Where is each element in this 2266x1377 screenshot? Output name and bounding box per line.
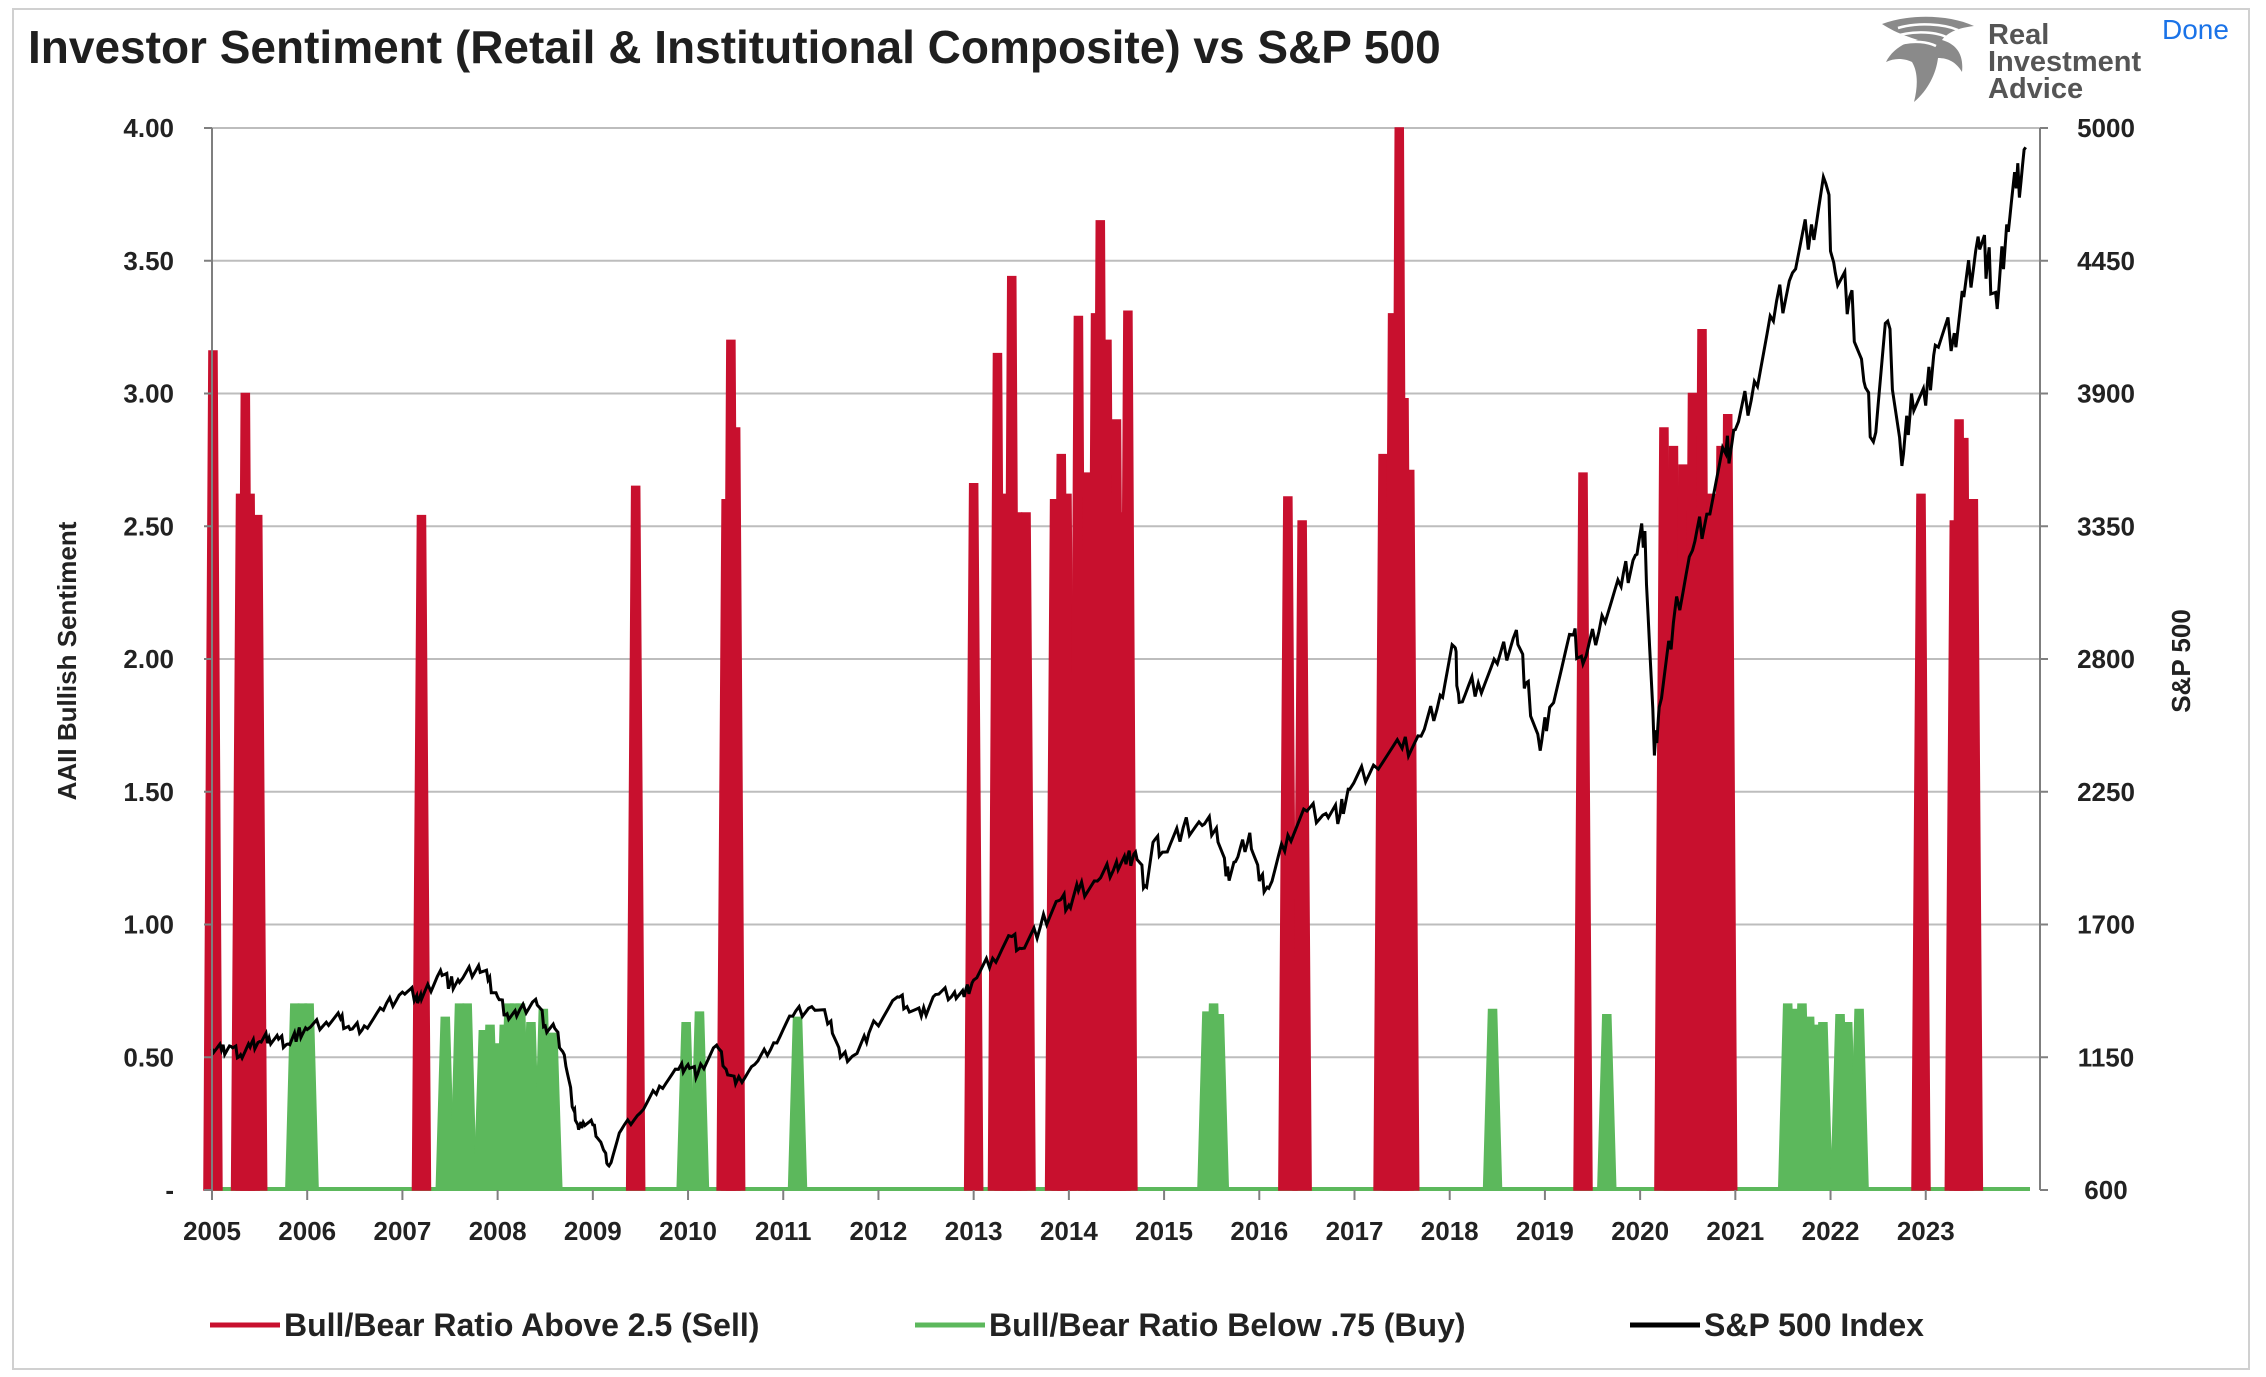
sell-signal-bar [1016,512,1036,1191]
legend: Bull/Bear Ratio Above 2.5 (Sell) Bull/Bea… [210,1307,1924,1343]
x-tick-label: 2020 [1611,1216,1669,1246]
legend-label: Bull/Bear Ratio Above 2.5 (Sell) [284,1307,759,1343]
left-tick-label: 2.50 [123,511,174,541]
left-tick-label: 3.00 [123,379,174,409]
x-axis-ticks: 2005 2006 2007 2008 2009 2010 2011 2012 2013 2014… [183,1190,1955,1246]
legend-label: Bull/Bear Ratio Below .75 (Buy) [989,1307,1466,1343]
left-tick-label: 3.50 [123,246,174,276]
right-tick-label: 600 [2084,1175,2127,1205]
x-tick-label: 2018 [1421,1216,1479,1246]
x-tick-label: 2010 [659,1216,717,1246]
left-tick-label: 4.00 [123,113,174,143]
buy-signal-bar [787,1016,808,1191]
right-tick-label: 2250 [2077,777,2135,807]
sell-signal-bar [247,514,268,1191]
left-tick-label: 0.50 [123,1042,174,1072]
right-tick-label: 3350 [2077,511,2135,541]
right-axis-label: S&P 500 [2166,609,2196,713]
sell-signal-bar [1717,413,1738,1191]
x-tick-label: 2011 [755,1216,811,1246]
left-tick-label: - [165,1175,174,1205]
buy-signal-bar [1482,1008,1503,1191]
left-tick-label: 1.00 [123,910,174,940]
left-tick-label: 2.00 [123,644,174,674]
sell-signal-bar [1573,472,1593,1191]
sell-signal-bar [411,514,432,1191]
right-tick-label: 1150 [2078,1042,2134,1072]
logo-line-1: Real [1988,19,2050,51]
right-tick-label: 1700 [2077,910,2135,940]
right-tick-label: 5000 [2077,113,2135,143]
x-tick-label: 2017 [1326,1216,1384,1246]
sell-signal-bar [1963,498,1984,1191]
logo-text: Real Investment Advice [1988,19,2142,105]
x-tick-label: 2023 [1897,1216,1955,1246]
left-tick-label: 1.50 [123,777,174,807]
logo-line-3: Advice [1988,73,2084,105]
left-axis-ticks: - 0.50 1.00 1.50 2.00 2.50 3.00 3.50 4.00 [123,113,212,1205]
legend-label: S&P 500 Index [1704,1307,1924,1343]
buy-signal-bar [689,1011,710,1191]
sell-signal-bar [1118,310,1138,1191]
buy-signal-bar [1597,1014,1617,1191]
x-tick-label: 2019 [1516,1216,1574,1246]
x-tick-label: 2007 [373,1216,431,1246]
sell-signal-bar [725,427,746,1191]
x-tick-label: 2021 [1706,1216,1764,1246]
left-axis-label: AAII Bullish Sentiment [52,521,82,800]
x-tick-label: 2015 [1135,1216,1193,1246]
right-tick-label: 2800 [2077,644,2135,674]
sell-signal-bar [1399,469,1420,1191]
done-button[interactable]: Done [2162,14,2229,45]
x-tick-label: 2006 [278,1216,336,1246]
sell-signal-bar [1911,493,1931,1191]
right-tick-label: 4450 [2077,246,2135,276]
x-tick-label: 2009 [564,1216,622,1246]
x-tick-label: 2014 [1040,1216,1098,1246]
x-tick-label: 2013 [945,1216,1003,1246]
x-tick-label: 2016 [1230,1216,1288,1246]
sell-signal-bar [625,485,646,1191]
x-tick-label: 2005 [183,1216,241,1246]
x-tick-label: 2008 [469,1216,527,1246]
sell-series [203,127,1984,1191]
logo-line-2: Investment [1988,46,2142,78]
sell-signal-bar [1292,520,1312,1191]
x-tick-label: 2022 [1802,1216,1860,1246]
right-axis-ticks: 600 1150 1700 2250 2800 3350 3900 4450 5000 [2040,113,2135,1205]
eagle-logo-icon [1882,16,1974,102]
spx-series-line [210,146,2027,1169]
right-tick-label: 3900 [2077,379,2135,409]
chart-title: Investor Sentiment (Retail & Institution… [28,21,1441,73]
sell-signal-bar [963,483,984,1191]
sell-signal-bar [1278,496,1298,1191]
x-tick-label: 2012 [850,1216,908,1246]
